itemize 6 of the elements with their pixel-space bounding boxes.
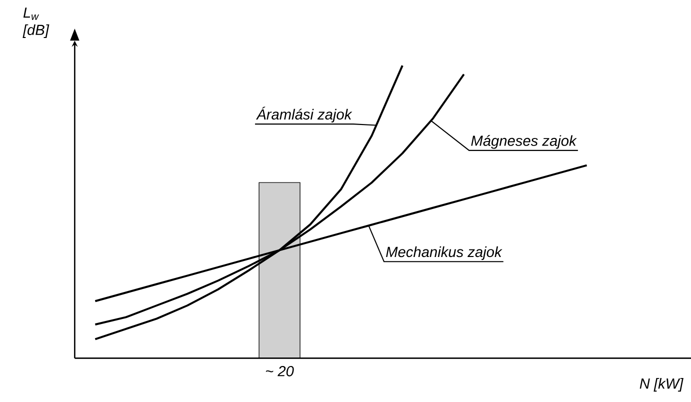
text: ~ 20 <box>266 366 294 376</box>
x-axis-title: N [kW] <box>640 378 684 392</box>
series-label: Áramlási zajok <box>256 106 352 122</box>
series-label: Mechanikus zajok <box>386 246 502 260</box>
text: Mágneses zajok <box>471 134 577 149</box>
y-axis-title: L$_{w}$ [dB] <box>22 8 50 38</box>
